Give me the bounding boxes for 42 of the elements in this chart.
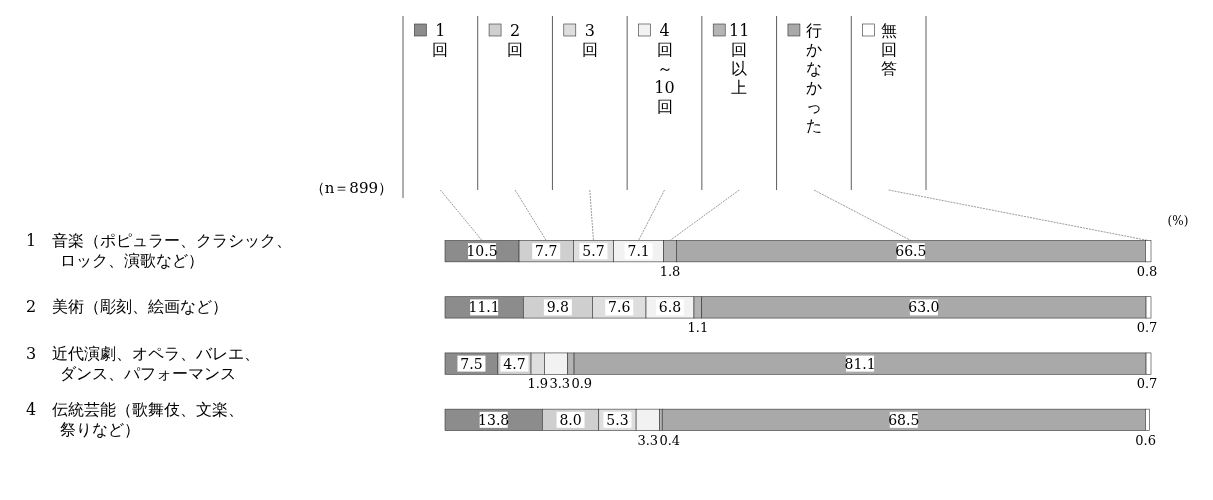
- text: （n＝899）: [309, 179, 393, 197]
- data-label: 6.8: [658, 299, 682, 316]
- data-label: 1.1: [687, 320, 709, 336]
- data-label: 1.9: [527, 376, 549, 392]
- bar: [661, 408, 1146, 431]
- y-tick-label: 3 近代演劇、オペラ、バレエ、ダンス、パフォーマンス: [26, 343, 261, 383]
- y-tick-label: 4 伝統芸能（歌舞伎、文楽、祭りなど）: [26, 399, 245, 439]
- data-label: 0.6: [1135, 432, 1156, 448]
- data-label: 68.5: [888, 411, 920, 428]
- legend-label: 行かなかった: [805, 21, 822, 135]
- data-label: 7.5: [460, 355, 483, 372]
- data-label: 3.3: [637, 432, 659, 448]
- legend-label: 無回答: [880, 21, 897, 78]
- y-tick-label: 1 音楽（ポピュラー、クラシック、ロック、演歌など）: [26, 231, 293, 271]
- y-tick-label: 2 美術（彫刻、絵画など）: [26, 297, 229, 317]
- data-label: 13.8: [478, 411, 510, 428]
- data-label: 0.4: [659, 432, 681, 448]
- data-label: 5.7: [582, 243, 605, 260]
- legend-label: 3回: [581, 21, 598, 59]
- legend-label: 11回以上: [729, 21, 750, 97]
- data-label: 0.9: [571, 376, 593, 392]
- data-label: 66.5: [895, 243, 927, 260]
- data-label: 8.0: [559, 411, 582, 428]
- data-label: 63.0: [908, 299, 940, 316]
- data-label: 5.3: [606, 411, 629, 428]
- data-label: 7.7: [535, 243, 558, 260]
- data-label: 81.1: [844, 355, 876, 372]
- data-label: 1.8: [659, 263, 681, 279]
- data-label: 0.8: [1136, 263, 1158, 279]
- legend-label: 2回: [507, 21, 524, 59]
- legend-label: 1回: [432, 21, 449, 59]
- data-label: 7.1: [627, 243, 650, 260]
- data-label: 0.7: [1136, 320, 1158, 336]
- data-label: 9.8: [546, 299, 569, 316]
- data-label: 11.1: [468, 299, 500, 316]
- legend-label: 4回～10回: [654, 21, 675, 116]
- data-label: 0.7: [1136, 376, 1158, 392]
- data-label: 4.7: [503, 355, 526, 372]
- data-label: 10.5: [466, 243, 498, 260]
- data-label: 7.6: [608, 299, 631, 316]
- data-label: 3.3: [549, 376, 571, 392]
- text: (%): [1167, 214, 1189, 228]
